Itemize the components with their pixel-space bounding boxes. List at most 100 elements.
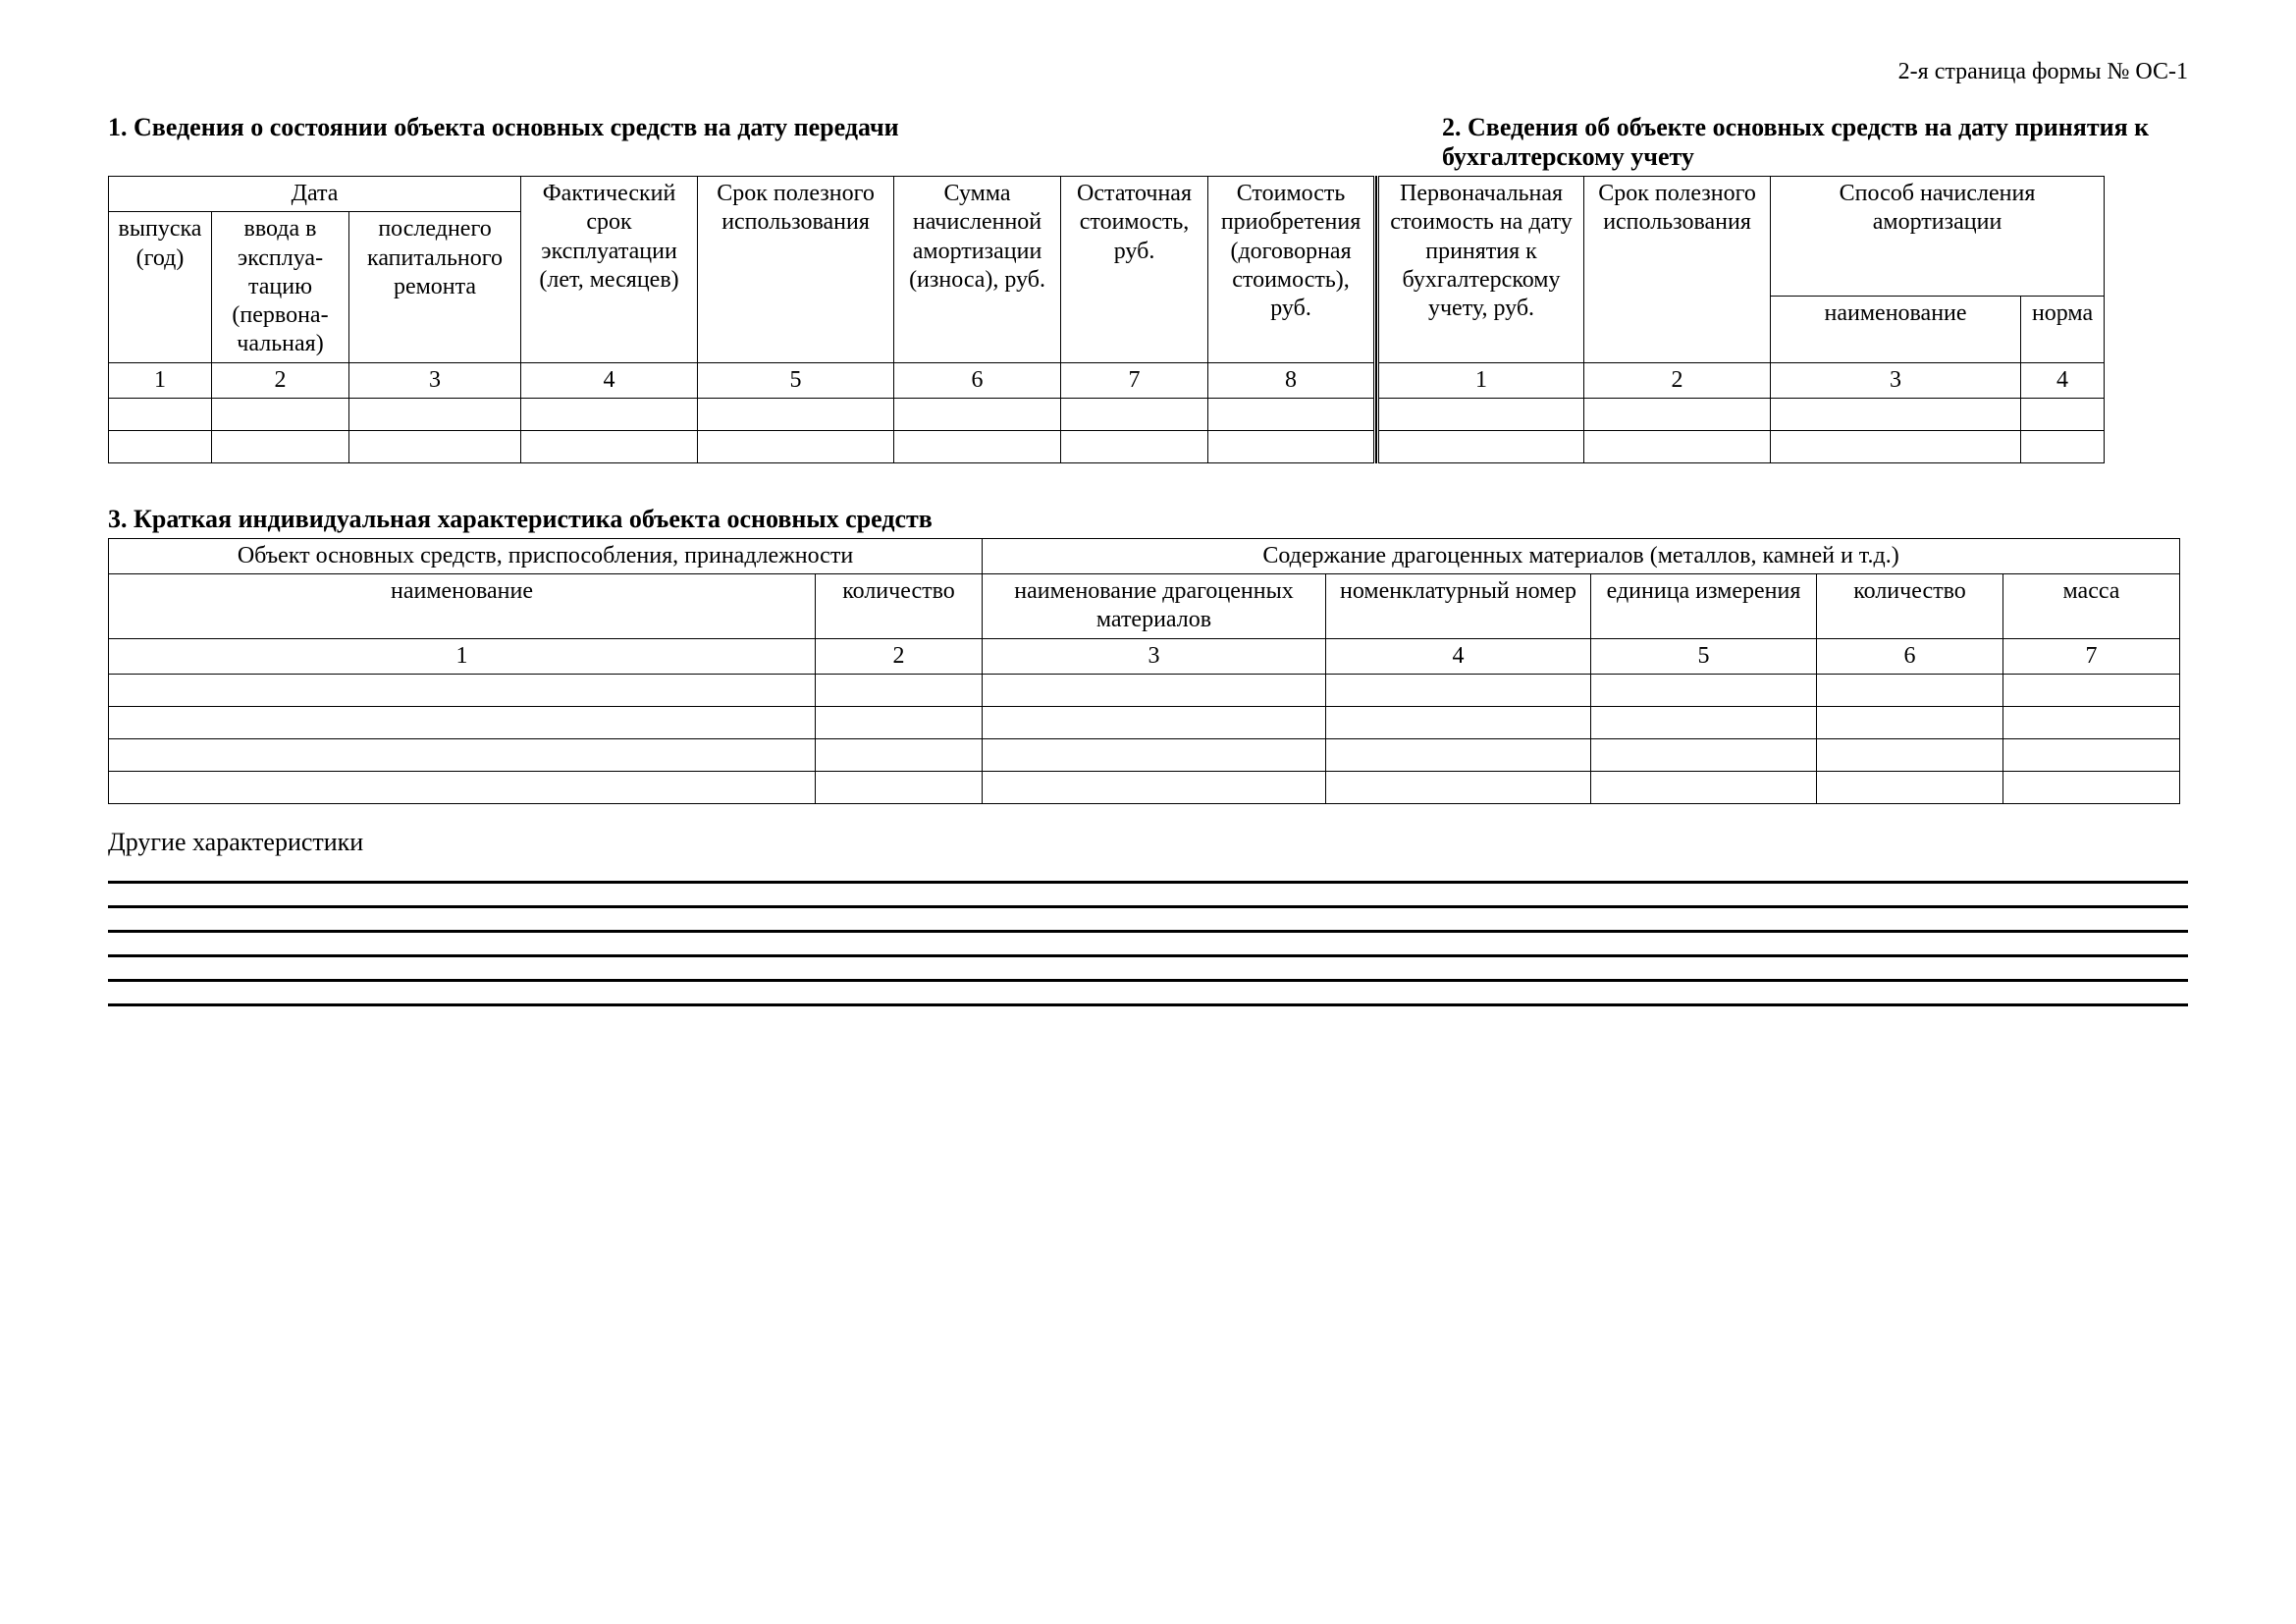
cell[interactable]	[1326, 674, 1591, 706]
cell[interactable]	[983, 771, 1326, 803]
cell[interactable]	[1591, 674, 1817, 706]
col-qty2: количество	[1817, 574, 2003, 639]
colnum: 4	[1326, 638, 1591, 674]
col-dep-method-rate: норма	[2021, 297, 2105, 363]
col-dep-method-group: Способ начисления амортизации	[1771, 177, 2105, 297]
cell[interactable]	[2003, 706, 2180, 738]
cell[interactable]	[109, 398, 212, 430]
cell[interactable]	[1326, 706, 1591, 738]
col-dep-method-name: наименование	[1771, 297, 2021, 363]
cell[interactable]	[2003, 771, 2180, 803]
cell[interactable]	[1584, 430, 1771, 462]
col-dep-amount: Сумма начисленной амортизации (износа), …	[894, 177, 1061, 363]
cell[interactable]	[1591, 771, 1817, 803]
group-b: Содержание драгоценных материалов (метал…	[983, 538, 2180, 573]
table-section3: Объект основных средств, приспособления,…	[108, 538, 2180, 804]
cell[interactable]	[2021, 430, 2105, 462]
cell[interactable]	[816, 738, 983, 771]
cell[interactable]	[1208, 430, 1375, 462]
cell[interactable]	[1326, 771, 1591, 803]
table-row	[1378, 430, 2105, 462]
section1-title: 1. Сведения о состоянии объекта основных…	[108, 113, 1442, 172]
cell[interactable]	[2003, 674, 2180, 706]
colnum: 1	[109, 362, 212, 398]
write-line[interactable]	[108, 954, 2188, 957]
cell[interactable]	[894, 430, 1061, 462]
col-mat-name: наименование драгоценных материалов	[983, 574, 1326, 639]
table-section2: Первоначальная стоимость на дату приняти…	[1376, 176, 2105, 463]
colnum: 1	[109, 638, 816, 674]
cell[interactable]	[1817, 674, 2003, 706]
col-date-commission: ввода в эксплуа­тацию (первона­чальная)	[212, 212, 349, 362]
col-residual: Остаточная стоимость, руб.	[1061, 177, 1208, 363]
cell[interactable]	[1326, 738, 1591, 771]
table-row	[109, 430, 1375, 462]
cell[interactable]	[816, 674, 983, 706]
cell[interactable]	[698, 398, 894, 430]
cell[interactable]	[521, 398, 698, 430]
col-date-group: Дата	[109, 177, 521, 212]
cell[interactable]	[1771, 430, 2021, 462]
cell[interactable]	[521, 430, 698, 462]
cell[interactable]	[2003, 738, 2180, 771]
cell[interactable]	[698, 430, 894, 462]
colnum: 2	[212, 362, 349, 398]
col-date-repair: последнего капитального ремонта	[349, 212, 521, 362]
table-row	[109, 738, 2180, 771]
cell[interactable]	[1584, 398, 1771, 430]
cell[interactable]	[983, 674, 1326, 706]
write-line[interactable]	[108, 881, 2188, 884]
col-name: наименование	[109, 574, 816, 639]
col-unit: единица измерения	[1591, 574, 1817, 639]
write-line[interactable]	[108, 905, 2188, 908]
cell[interactable]	[349, 398, 521, 430]
col-useful-life: Срок полезного использования	[698, 177, 894, 363]
cell[interactable]	[109, 771, 816, 803]
section2-title: 2. Сведения об объекте основных средств …	[1442, 113, 2188, 172]
col-mass: масса	[2003, 574, 2180, 639]
cell[interactable]	[1817, 771, 2003, 803]
cell[interactable]	[109, 430, 212, 462]
cell[interactable]	[1817, 738, 2003, 771]
colnum: 7	[2003, 638, 2180, 674]
cell[interactable]	[1208, 398, 1375, 430]
sections-1-2-table-wrap: Дата Фактический срок эксплуатации (лет,…	[108, 176, 2188, 463]
cell[interactable]	[1817, 706, 2003, 738]
write-line[interactable]	[108, 930, 2188, 933]
table-row	[109, 771, 2180, 803]
col-acq-cost: Стоимость приобретения (договорная стоим…	[1208, 177, 1375, 363]
colnum: 1	[1378, 362, 1584, 398]
cell[interactable]	[212, 430, 349, 462]
colnum: 2	[1584, 362, 1771, 398]
cell[interactable]	[1061, 398, 1208, 430]
colnum: 6	[894, 362, 1061, 398]
cell[interactable]	[109, 674, 816, 706]
colnum: 3	[983, 638, 1326, 674]
cell[interactable]	[212, 398, 349, 430]
table-row	[109, 706, 2180, 738]
cell[interactable]	[109, 706, 816, 738]
cell[interactable]	[2021, 398, 2105, 430]
cell[interactable]	[349, 430, 521, 462]
col-useful-life2: Срок полезного использования	[1584, 177, 1771, 363]
cell[interactable]	[1378, 398, 1584, 430]
cell[interactable]	[894, 398, 1061, 430]
col-date-year: выпуска (год)	[109, 212, 212, 362]
cell[interactable]	[1591, 738, 1817, 771]
write-line[interactable]	[108, 979, 2188, 982]
colnum: 3	[349, 362, 521, 398]
colnum: 4	[2021, 362, 2105, 398]
cell[interactable]	[816, 771, 983, 803]
col-initial-cost: Первоначальная стоимость на дату приняти…	[1378, 177, 1584, 363]
cell[interactable]	[983, 706, 1326, 738]
cell[interactable]	[1061, 430, 1208, 462]
cell[interactable]	[816, 706, 983, 738]
cell[interactable]	[1591, 706, 1817, 738]
write-line[interactable]	[108, 1003, 2188, 1006]
cell[interactable]	[1378, 430, 1584, 462]
cell[interactable]	[983, 738, 1326, 771]
cell[interactable]	[109, 738, 816, 771]
colnum: 5	[698, 362, 894, 398]
cell[interactable]	[1771, 398, 2021, 430]
col-nom-num: номенклатурный номер	[1326, 574, 1591, 639]
